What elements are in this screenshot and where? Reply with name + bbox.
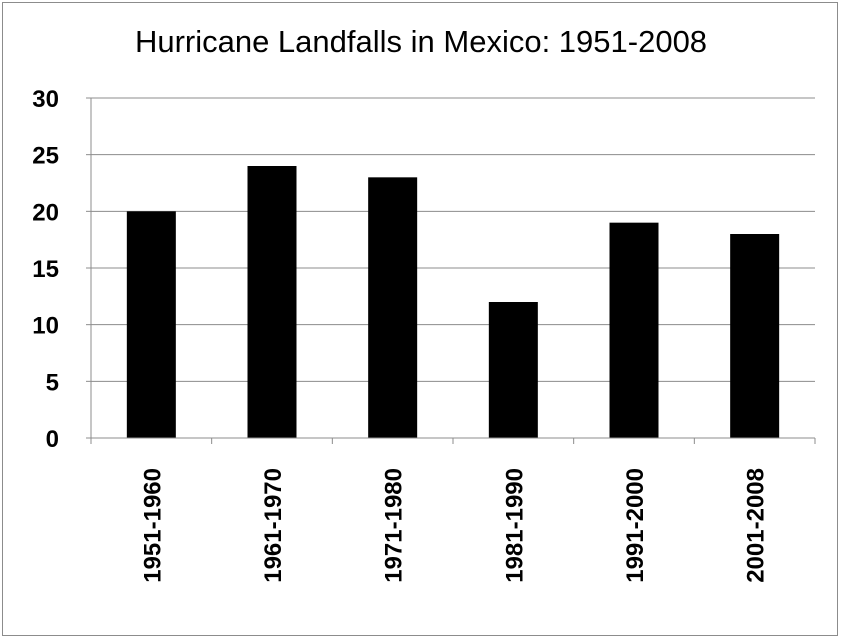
- y-tick-label: 0: [46, 426, 59, 453]
- y-tick-label: 25: [32, 143, 59, 170]
- bar-1961-1970: [247, 166, 297, 438]
- y-tick-label: 10: [32, 313, 59, 340]
- bars: [126, 166, 780, 439]
- y-tick-label: 5: [46, 369, 59, 396]
- y-tick-labels: 0 5 10 15 20 25 30: [32, 86, 59, 453]
- y-tick-label: 15: [32, 256, 59, 283]
- x-tick-label: 1961-1970: [260, 468, 287, 583]
- bar-1981-1990: [488, 302, 538, 438]
- bar-2001-2008: [730, 234, 780, 438]
- chart-title: Hurricane Landfalls in Mexico: 1951-2008: [134, 24, 708, 59]
- x-tick-label: 1971-1980: [381, 468, 408, 583]
- bar-1951-1960: [126, 211, 176, 438]
- bar-1971-1980: [368, 177, 418, 439]
- gridlines: [91, 97, 815, 382]
- x-tick-labels: 1951-1960 1961-1970 1971-1980 1981-1990 1991…: [139, 468, 769, 583]
- x-tick-label: 2001-2008: [743, 468, 770, 583]
- y-tick-label: 30: [32, 86, 59, 113]
- x-tick-label: 1951-1960: [139, 468, 166, 583]
- x-tick-label: 1981-1990: [501, 468, 528, 583]
- bar-1991-2000: [609, 222, 659, 438]
- axes: [86, 97, 816, 444]
- x-tick-label: 1991-2000: [622, 468, 649, 583]
- y-tick-label: 20: [32, 199, 59, 226]
